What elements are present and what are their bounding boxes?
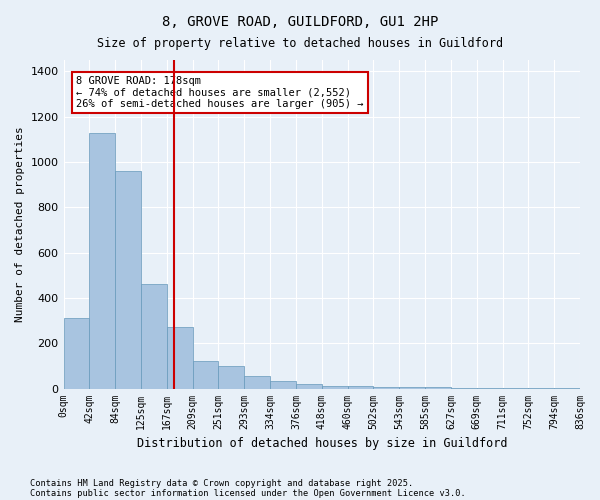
Bar <box>322 386 347 388</box>
Bar <box>141 284 167 389</box>
Bar <box>193 362 218 388</box>
Bar <box>373 386 399 388</box>
Bar <box>244 376 270 388</box>
Text: 8, GROVE ROAD, GUILDFORD, GU1 2HP: 8, GROVE ROAD, GUILDFORD, GU1 2HP <box>162 15 438 29</box>
Bar <box>296 384 322 388</box>
Bar <box>270 380 296 388</box>
Text: Size of property relative to detached houses in Guildford: Size of property relative to detached ho… <box>97 38 503 51</box>
Text: Contains public sector information licensed under the Open Government Licence v3: Contains public sector information licen… <box>30 488 466 498</box>
Text: 8 GROVE ROAD: 178sqm
← 74% of detached houses are smaller (2,552)
26% of semi-de: 8 GROVE ROAD: 178sqm ← 74% of detached h… <box>76 76 364 109</box>
Y-axis label: Number of detached properties: Number of detached properties <box>15 126 25 322</box>
Bar <box>347 386 373 388</box>
Bar <box>64 318 89 388</box>
Bar <box>399 386 425 388</box>
Bar <box>115 171 141 388</box>
Bar <box>89 132 115 388</box>
Bar <box>218 366 244 388</box>
Text: Contains HM Land Registry data © Crown copyright and database right 2025.: Contains HM Land Registry data © Crown c… <box>30 478 413 488</box>
Bar <box>167 328 193 388</box>
X-axis label: Distribution of detached houses by size in Guildford: Distribution of detached houses by size … <box>137 437 507 450</box>
